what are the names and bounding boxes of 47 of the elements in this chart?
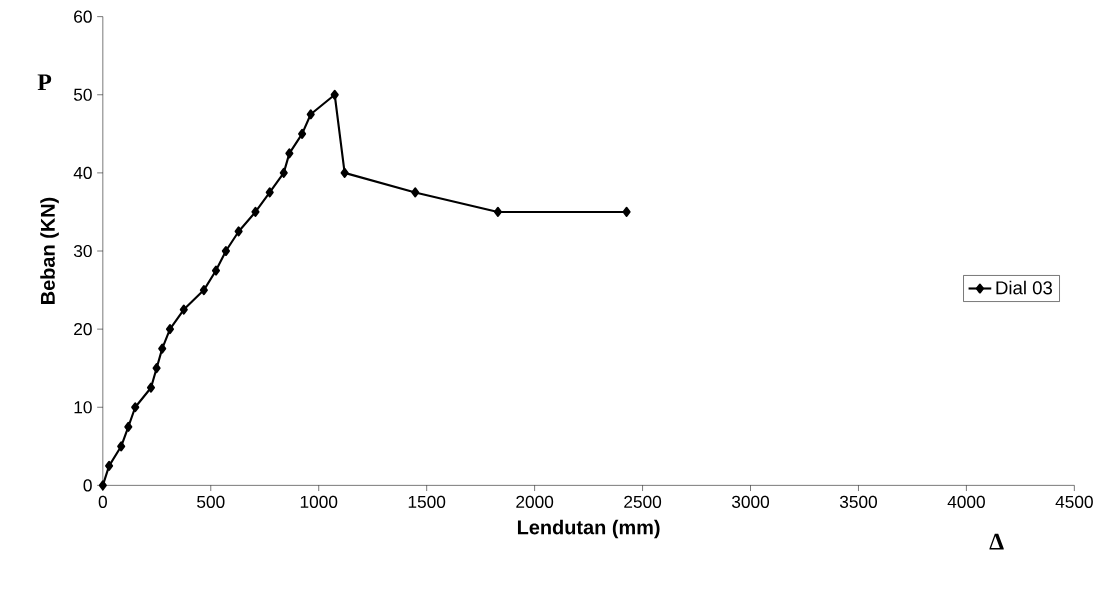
x-tick-label: 500 (197, 495, 225, 508)
point (211, 265, 221, 276)
x-tick-label: 1000 (300, 495, 338, 508)
point (340, 167, 349, 178)
point (285, 148, 294, 159)
point (622, 206, 631, 217)
point (165, 324, 175, 335)
x-axis-title: Lendutan (mm) (517, 519, 660, 539)
point (251, 206, 260, 217)
point (411, 187, 420, 198)
point (131, 402, 140, 413)
y-tick-label: 30 (73, 244, 92, 258)
legend-label: Dial 03 (996, 280, 1053, 295)
x-tick-label: 2000 (516, 495, 554, 508)
x-tick-label: 2500 (624, 495, 662, 508)
y-tick-label: 10 (74, 401, 92, 414)
y-axis-title: Beban (KN) (40, 197, 59, 304)
x-tick-label: 0 (98, 495, 107, 508)
x-tick-label: 1500 (408, 495, 446, 508)
x-tick-label: 4500 (1055, 495, 1093, 508)
point (265, 187, 274, 198)
point (221, 245, 230, 257)
point (493, 206, 502, 217)
point (146, 382, 156, 393)
y-tick-label: 60 (74, 10, 92, 23)
point (98, 480, 107, 491)
point (179, 304, 188, 315)
point (279, 167, 288, 178)
point (306, 109, 315, 120)
point (117, 441, 126, 452)
y-tick-label: 20 (74, 323, 92, 336)
point (152, 363, 161, 374)
y-tick-label: 40 (73, 166, 92, 179)
point (234, 226, 243, 237)
x-tick-label: 3000 (731, 495, 770, 508)
point (158, 343, 167, 354)
point (298, 128, 307, 139)
point (124, 421, 133, 432)
text: Δ (989, 533, 1004, 550)
y-tick-label: 50 (73, 88, 92, 101)
point (199, 285, 208, 296)
point (105, 460, 114, 471)
x-tick-label: 3500 (839, 495, 877, 508)
y-tick-label: 0 (83, 479, 92, 492)
x-tick-label: 4000 (947, 495, 985, 508)
point (330, 89, 339, 100)
text: P (37, 74, 52, 91)
